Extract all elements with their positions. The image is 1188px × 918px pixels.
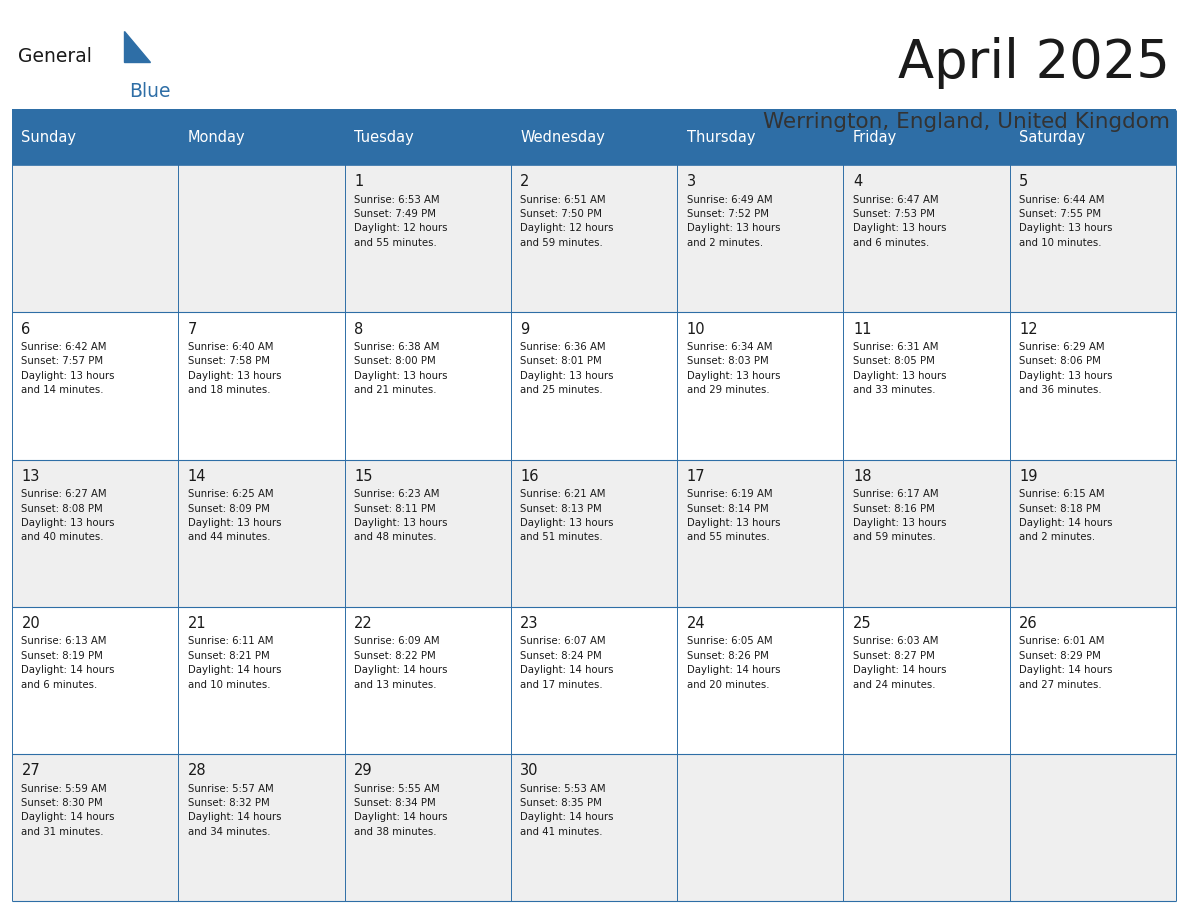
- Text: Sunrise: 6:25 AM
Sunset: 8:09 PM
Daylight: 13 hours
and 44 minutes.: Sunrise: 6:25 AM Sunset: 8:09 PM Dayligh…: [188, 489, 282, 543]
- Text: Sunrise: 6:05 AM
Sunset: 8:26 PM
Daylight: 14 hours
and 20 minutes.: Sunrise: 6:05 AM Sunset: 8:26 PM Dayligh…: [687, 636, 781, 689]
- Text: Sunrise: 6:29 AM
Sunset: 8:06 PM
Daylight: 13 hours
and 36 minutes.: Sunrise: 6:29 AM Sunset: 8:06 PM Dayligh…: [1019, 341, 1113, 395]
- Text: Sunrise: 5:55 AM
Sunset: 8:34 PM
Daylight: 14 hours
and 38 minutes.: Sunrise: 5:55 AM Sunset: 8:34 PM Dayligh…: [354, 784, 448, 837]
- Text: Sunrise: 6:09 AM
Sunset: 8:22 PM
Daylight: 14 hours
and 13 minutes.: Sunrise: 6:09 AM Sunset: 8:22 PM Dayligh…: [354, 636, 448, 689]
- Text: 14: 14: [188, 469, 207, 484]
- Text: Sunrise: 6:23 AM
Sunset: 8:11 PM
Daylight: 13 hours
and 48 minutes.: Sunrise: 6:23 AM Sunset: 8:11 PM Dayligh…: [354, 489, 448, 543]
- Text: Tuesday: Tuesday: [354, 130, 413, 145]
- Bar: [12, 110, 1176, 165]
- Text: Wednesday: Wednesday: [520, 130, 605, 145]
- Text: 13: 13: [21, 469, 39, 484]
- Text: 8: 8: [354, 321, 364, 337]
- Text: 12: 12: [1019, 321, 1038, 337]
- Text: 10: 10: [687, 321, 706, 337]
- Text: Sunrise: 6:38 AM
Sunset: 8:00 PM
Daylight: 13 hours
and 21 minutes.: Sunrise: 6:38 AM Sunset: 8:00 PM Dayligh…: [354, 341, 448, 395]
- Bar: [12, 109, 1176, 113]
- Text: Friday: Friday: [853, 130, 897, 145]
- Text: 5: 5: [1019, 174, 1029, 189]
- Bar: [12, 460, 1176, 607]
- Text: 27: 27: [21, 764, 40, 778]
- Text: General: General: [18, 48, 91, 66]
- Text: Sunrise: 5:59 AM
Sunset: 8:30 PM
Daylight: 14 hours
and 31 minutes.: Sunrise: 5:59 AM Sunset: 8:30 PM Dayligh…: [21, 784, 115, 837]
- Text: Blue: Blue: [129, 83, 171, 101]
- Text: Sunrise: 5:53 AM
Sunset: 8:35 PM
Daylight: 14 hours
and 41 minutes.: Sunrise: 5:53 AM Sunset: 8:35 PM Dayligh…: [520, 784, 614, 837]
- Text: 11: 11: [853, 321, 872, 337]
- Text: Sunrise: 6:01 AM
Sunset: 8:29 PM
Daylight: 14 hours
and 27 minutes.: Sunrise: 6:01 AM Sunset: 8:29 PM Dayligh…: [1019, 636, 1113, 689]
- Text: Sunrise: 6:17 AM
Sunset: 8:16 PM
Daylight: 13 hours
and 59 minutes.: Sunrise: 6:17 AM Sunset: 8:16 PM Dayligh…: [853, 489, 947, 543]
- Text: Sunrise: 6:19 AM
Sunset: 8:14 PM
Daylight: 13 hours
and 55 minutes.: Sunrise: 6:19 AM Sunset: 8:14 PM Dayligh…: [687, 489, 781, 543]
- Text: 15: 15: [354, 469, 373, 484]
- Text: Thursday: Thursday: [687, 130, 756, 145]
- Text: Sunrise: 6:34 AM
Sunset: 8:03 PM
Daylight: 13 hours
and 29 minutes.: Sunrise: 6:34 AM Sunset: 8:03 PM Dayligh…: [687, 341, 781, 395]
- Text: Sunrise: 6:13 AM
Sunset: 8:19 PM
Daylight: 14 hours
and 6 minutes.: Sunrise: 6:13 AM Sunset: 8:19 PM Dayligh…: [21, 636, 115, 689]
- Text: Sunrise: 6:31 AM
Sunset: 8:05 PM
Daylight: 13 hours
and 33 minutes.: Sunrise: 6:31 AM Sunset: 8:05 PM Dayligh…: [853, 341, 947, 395]
- Text: 2: 2: [520, 174, 530, 189]
- Text: 7: 7: [188, 321, 197, 337]
- Text: 3: 3: [687, 174, 696, 189]
- Text: 4: 4: [853, 174, 862, 189]
- Text: Sunrise: 6:21 AM
Sunset: 8:13 PM
Daylight: 13 hours
and 51 minutes.: Sunrise: 6:21 AM Sunset: 8:13 PM Dayligh…: [520, 489, 614, 543]
- Text: 6: 6: [21, 321, 31, 337]
- Text: Sunrise: 6:47 AM
Sunset: 7:53 PM
Daylight: 13 hours
and 6 minutes.: Sunrise: 6:47 AM Sunset: 7:53 PM Dayligh…: [853, 195, 947, 248]
- Text: Sunrise: 6:49 AM
Sunset: 7:52 PM
Daylight: 13 hours
and 2 minutes.: Sunrise: 6:49 AM Sunset: 7:52 PM Dayligh…: [687, 195, 781, 248]
- Text: Saturday: Saturday: [1019, 130, 1086, 145]
- Text: 21: 21: [188, 616, 207, 632]
- Text: April 2025: April 2025: [898, 37, 1170, 89]
- Text: 29: 29: [354, 764, 373, 778]
- Text: 20: 20: [21, 616, 40, 632]
- Text: Werrington, England, United Kingdom: Werrington, England, United Kingdom: [763, 112, 1170, 132]
- Text: 30: 30: [520, 764, 539, 778]
- Text: 17: 17: [687, 469, 706, 484]
- Text: Sunrise: 6:03 AM
Sunset: 8:27 PM
Daylight: 14 hours
and 24 minutes.: Sunrise: 6:03 AM Sunset: 8:27 PM Dayligh…: [853, 636, 947, 689]
- Text: Monday: Monday: [188, 130, 246, 145]
- Text: Sunrise: 6:07 AM
Sunset: 8:24 PM
Daylight: 14 hours
and 17 minutes.: Sunrise: 6:07 AM Sunset: 8:24 PM Dayligh…: [520, 636, 614, 689]
- Text: 18: 18: [853, 469, 872, 484]
- Bar: [12, 755, 1176, 901]
- Text: Sunday: Sunday: [21, 130, 76, 145]
- Text: 23: 23: [520, 616, 539, 632]
- Text: Sunrise: 6:51 AM
Sunset: 7:50 PM
Daylight: 12 hours
and 59 minutes.: Sunrise: 6:51 AM Sunset: 7:50 PM Dayligh…: [520, 195, 614, 248]
- Text: Sunrise: 6:36 AM
Sunset: 8:01 PM
Daylight: 13 hours
and 25 minutes.: Sunrise: 6:36 AM Sunset: 8:01 PM Dayligh…: [520, 341, 614, 395]
- Text: Sunrise: 5:57 AM
Sunset: 8:32 PM
Daylight: 14 hours
and 34 minutes.: Sunrise: 5:57 AM Sunset: 8:32 PM Dayligh…: [188, 784, 282, 837]
- Bar: [12, 607, 1176, 755]
- Text: Sunrise: 6:27 AM
Sunset: 8:08 PM
Daylight: 13 hours
and 40 minutes.: Sunrise: 6:27 AM Sunset: 8:08 PM Dayligh…: [21, 489, 115, 543]
- Text: Sunrise: 6:11 AM
Sunset: 8:21 PM
Daylight: 14 hours
and 10 minutes.: Sunrise: 6:11 AM Sunset: 8:21 PM Dayligh…: [188, 636, 282, 689]
- Text: Sunrise: 6:53 AM
Sunset: 7:49 PM
Daylight: 12 hours
and 55 minutes.: Sunrise: 6:53 AM Sunset: 7:49 PM Dayligh…: [354, 195, 448, 248]
- Text: 26: 26: [1019, 616, 1038, 632]
- Polygon shape: [124, 31, 150, 62]
- Text: 16: 16: [520, 469, 539, 484]
- Text: 22: 22: [354, 616, 373, 632]
- Text: 19: 19: [1019, 469, 1038, 484]
- Text: 24: 24: [687, 616, 706, 632]
- Text: Sunrise: 6:44 AM
Sunset: 7:55 PM
Daylight: 13 hours
and 10 minutes.: Sunrise: 6:44 AM Sunset: 7:55 PM Dayligh…: [1019, 195, 1113, 248]
- Text: Sunrise: 6:42 AM
Sunset: 7:57 PM
Daylight: 13 hours
and 14 minutes.: Sunrise: 6:42 AM Sunset: 7:57 PM Dayligh…: [21, 341, 115, 395]
- Text: Sunrise: 6:40 AM
Sunset: 7:58 PM
Daylight: 13 hours
and 18 minutes.: Sunrise: 6:40 AM Sunset: 7:58 PM Dayligh…: [188, 341, 282, 395]
- Text: 9: 9: [520, 321, 530, 337]
- Bar: [12, 165, 1176, 312]
- Text: 1: 1: [354, 174, 364, 189]
- Text: 25: 25: [853, 616, 872, 632]
- Bar: [12, 312, 1176, 460]
- Text: 28: 28: [188, 764, 207, 778]
- Text: Sunrise: 6:15 AM
Sunset: 8:18 PM
Daylight: 14 hours
and 2 minutes.: Sunrise: 6:15 AM Sunset: 8:18 PM Dayligh…: [1019, 489, 1113, 543]
